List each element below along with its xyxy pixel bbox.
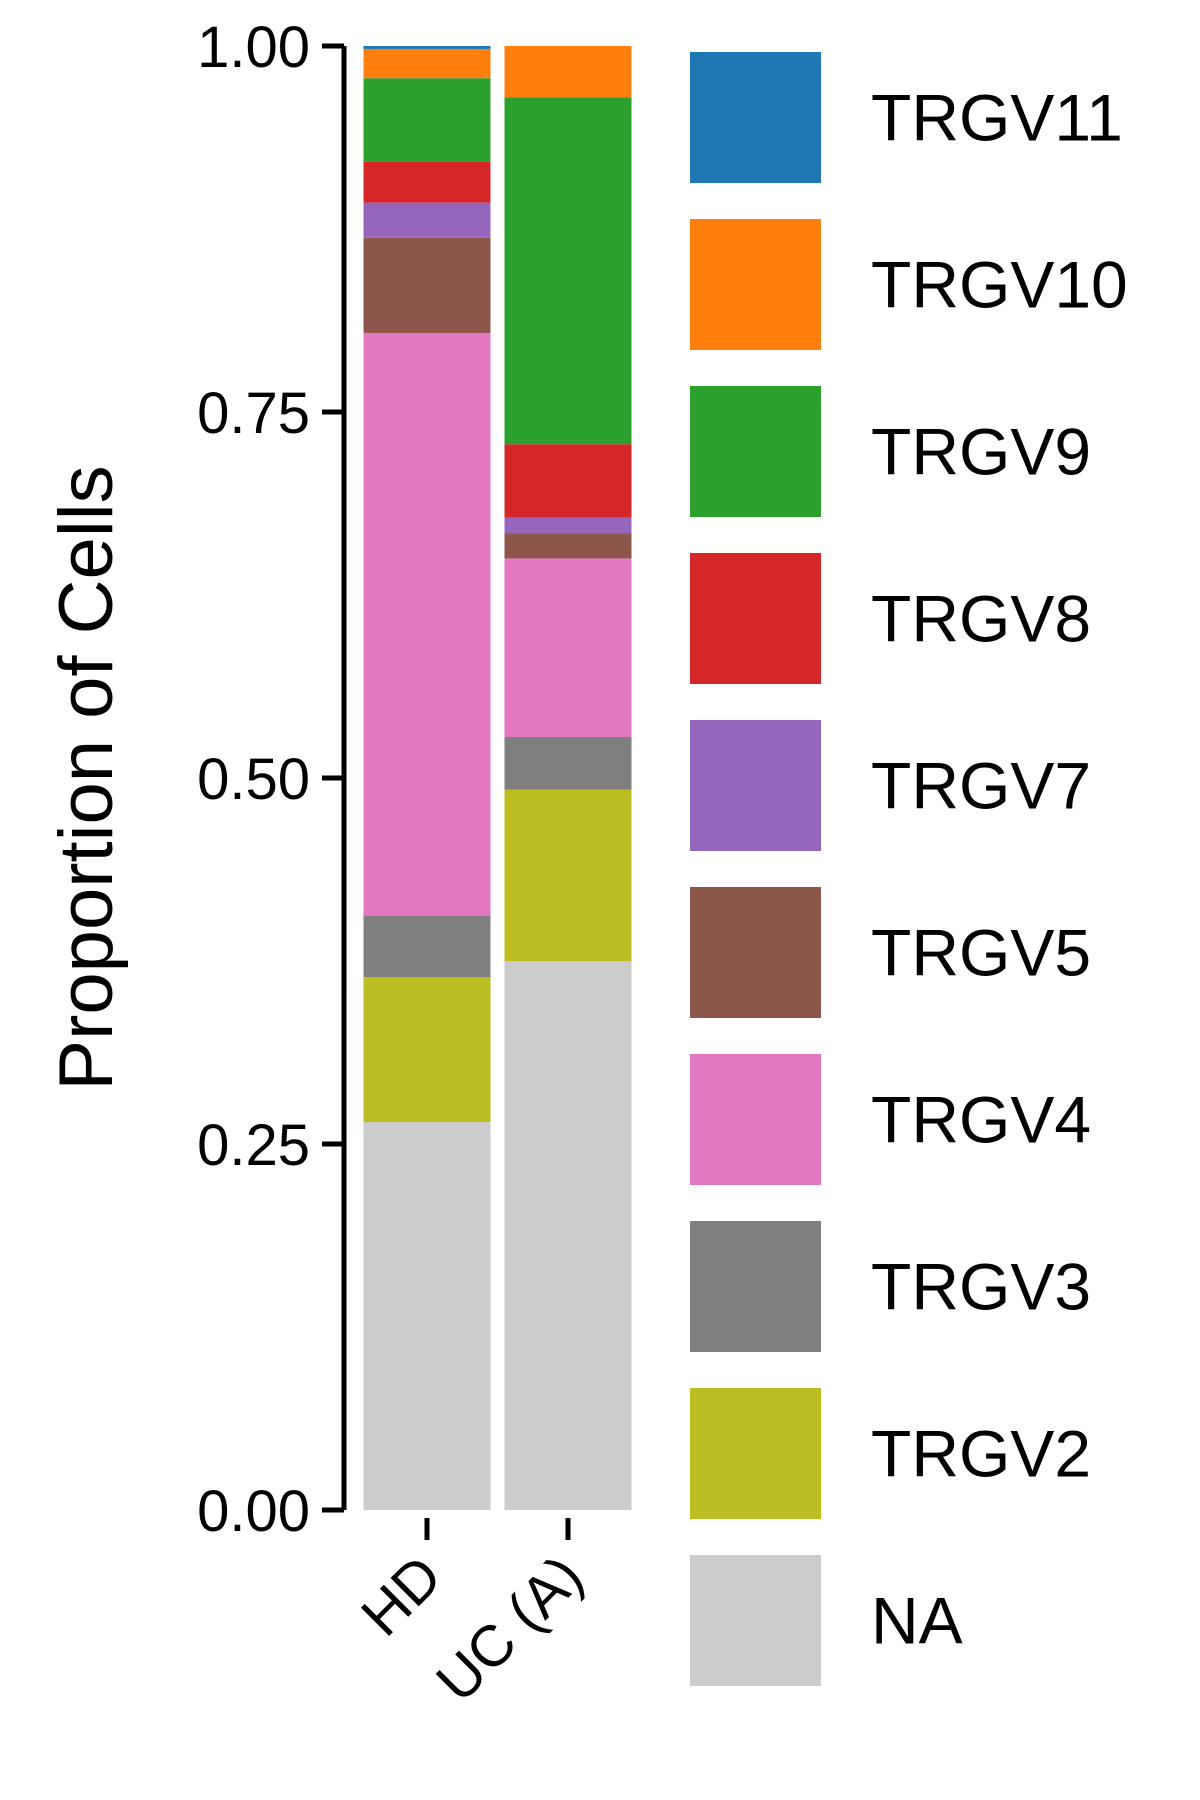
legend-item-trgv5: TRGV5 (690, 887, 1091, 1018)
bar-segment-trgv3-uc-a (504, 737, 632, 790)
legend-label: NA (871, 1584, 963, 1658)
bar-segment-trgv7-hd (363, 202, 491, 238)
x-tick-label: HD (349, 1543, 454, 1648)
legend-label: TRGV2 (871, 1417, 1091, 1491)
y-axis-title: Proportion of Cells (44, 465, 129, 1090)
x-tick-label: UC (A) (424, 1543, 595, 1714)
legend-item-na: NA (690, 1555, 963, 1686)
bar-segment-trgv11-hd (363, 46, 491, 49)
bar-segment-trgv10-uc-a (504, 46, 632, 98)
legend-item-trgv10: TRGV10 (690, 219, 1128, 350)
bar-segment-na-hd (363, 1122, 491, 1510)
bar-segment-trgv8-hd (363, 161, 491, 203)
bar-segment-trgv9-uc-a (504, 97, 632, 445)
bar-segment-trgv5-hd (363, 237, 491, 333)
legend-item-trgv11: TRGV11 (690, 52, 1123, 183)
bar-segment-na-uc-a (504, 961, 632, 1510)
legend-item-trgv8: TRGV8 (690, 553, 1091, 684)
y-tick-label: 0.75 (197, 381, 310, 446)
legend-swatch (690, 1054, 821, 1185)
bar-segment-trgv10-hd (363, 48, 491, 79)
bar-segment-trgv3-hd (363, 915, 491, 978)
y-tick-label: 1.00 (197, 15, 310, 80)
bar-segment-trgv9-hd (363, 78, 491, 162)
y-tick-label: 0.00 (197, 1479, 310, 1544)
legend: TRGV11 TRGV10 TRGV9 TRGV8 TRGV7 TRGV5 TRGV4 TRG… (690, 52, 1128, 1686)
bar-segment-trgv5-uc-a (504, 533, 632, 559)
legend-swatch (690, 1388, 821, 1519)
bar-segment-trgv2-hd (363, 977, 491, 1123)
legend-swatch (690, 553, 821, 684)
bar-segment-trgv2-uc-a (504, 789, 632, 961)
bar-segment-trgv7-uc-a (504, 517, 632, 534)
bar-group (363, 46, 632, 1510)
legend-swatch (690, 720, 821, 851)
y-tick-label: 0.50 (197, 747, 310, 812)
legend-item-trgv4: TRGV4 (690, 1054, 1091, 1185)
legend-swatch (690, 52, 821, 183)
legend-label: TRGV7 (871, 749, 1091, 823)
legend-label: TRGV5 (871, 916, 1091, 990)
legend-label: TRGV4 (871, 1083, 1091, 1157)
legend-item-trgv2: TRGV2 (690, 1388, 1091, 1519)
legend-item-trgv3: TRGV3 (690, 1221, 1091, 1352)
legend-swatch (690, 219, 821, 350)
legend-swatch (690, 887, 821, 1018)
legend-label: TRGV10 (871, 248, 1128, 322)
legend-swatch (690, 1555, 821, 1686)
legend-swatch (690, 386, 821, 517)
legend-label: TRGV9 (871, 415, 1091, 489)
legend-label: TRGV11 (871, 81, 1123, 155)
legend-swatch (690, 1221, 821, 1352)
legend-item-trgv7: TRGV7 (690, 720, 1091, 851)
bar-segment-trgv4-hd (363, 332, 491, 916)
bar-segment-trgv8-uc-a (504, 444, 632, 518)
legend-label: TRGV3 (871, 1250, 1091, 1324)
legend-item-trgv9: TRGV9 (690, 386, 1091, 517)
y-tick-label: 0.25 (197, 1113, 310, 1178)
legend-label: TRGV8 (871, 582, 1091, 656)
bar-segment-trgv4-uc-a (504, 558, 632, 738)
